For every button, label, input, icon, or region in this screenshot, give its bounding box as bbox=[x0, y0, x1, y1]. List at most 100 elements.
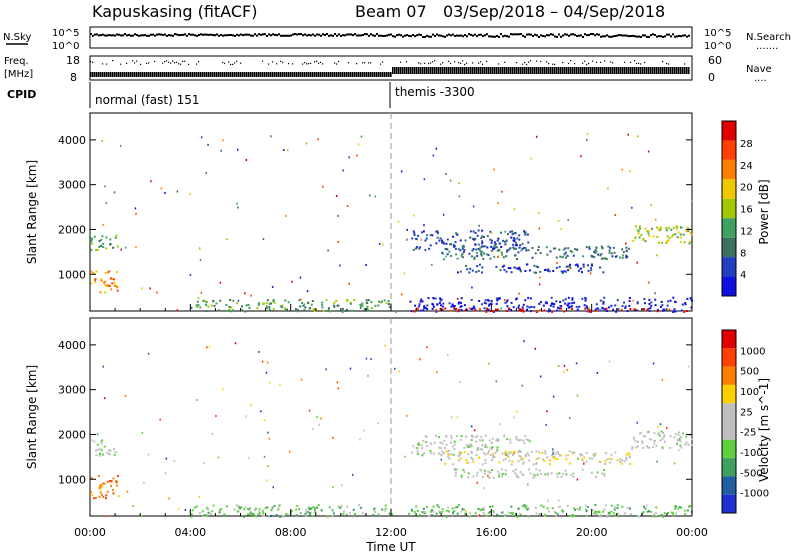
echo-cell bbox=[220, 149, 222, 152]
freq-sample bbox=[262, 72, 264, 77]
echo-cell bbox=[604, 257, 607, 260]
echo-cell bbox=[539, 309, 542, 312]
echo-cell bbox=[647, 232, 650, 235]
echo-cell bbox=[611, 255, 614, 258]
freq-sample bbox=[314, 72, 316, 77]
colorbar-tick-label: 500 bbox=[740, 367, 759, 378]
echo-cell bbox=[497, 439, 500, 442]
freq-sample bbox=[392, 67, 394, 74]
nsky-sample bbox=[178, 34, 180, 37]
nsky-sample bbox=[592, 33, 594, 36]
echo-cell bbox=[447, 450, 450, 452]
echo-cell bbox=[468, 307, 471, 310]
echo-cell bbox=[565, 454, 567, 457]
nsky-sample bbox=[196, 34, 198, 37]
echo-cell bbox=[98, 245, 101, 248]
echo-cell bbox=[333, 306, 336, 308]
echo-cell bbox=[476, 265, 479, 268]
echo-cell bbox=[591, 264, 593, 267]
freq-sample bbox=[356, 72, 358, 77]
freq-sample bbox=[152, 72, 154, 77]
echo-cell bbox=[384, 504, 387, 507]
echo-cell bbox=[473, 256, 476, 259]
echo-cell bbox=[225, 505, 228, 508]
echo-cell bbox=[361, 302, 364, 305]
echo-cell bbox=[435, 512, 438, 515]
velocity-ylabel: Slant Range [km] bbox=[25, 365, 39, 469]
echo-cell bbox=[461, 256, 464, 259]
echo-cell bbox=[270, 514, 272, 517]
echo-cell bbox=[408, 512, 410, 515]
freq-sample bbox=[412, 67, 414, 74]
echo-cell bbox=[672, 226, 675, 229]
echo-cell bbox=[466, 446, 469, 449]
echo-cell bbox=[464, 309, 467, 312]
echo-cell bbox=[655, 445, 658, 447]
nsky-sample bbox=[596, 33, 598, 36]
echo-cell bbox=[211, 433, 214, 435]
nsky-sample bbox=[266, 34, 268, 37]
echo-cell bbox=[686, 310, 688, 312]
colorbar-tick-label: 16 bbox=[740, 205, 753, 216]
echo-cell bbox=[320, 417, 322, 420]
echo-cell bbox=[539, 276, 541, 279]
echo-cell bbox=[424, 249, 427, 252]
echo-cell bbox=[469, 267, 472, 270]
nave-sample bbox=[574, 62, 576, 65]
nsky-sample bbox=[170, 34, 172, 37]
echo-cell bbox=[446, 248, 449, 251]
freq-sample bbox=[332, 72, 334, 77]
nave-sample bbox=[292, 63, 294, 65]
echo-cell bbox=[647, 150, 650, 153]
echo-cell bbox=[435, 242, 438, 245]
echo-cell bbox=[424, 239, 427, 242]
echo-cell bbox=[613, 506, 616, 509]
echo-cell bbox=[599, 309, 602, 312]
nsky-sample bbox=[580, 34, 582, 37]
colorbar-segment bbox=[722, 421, 736, 440]
echo-cell bbox=[106, 481, 109, 483]
echo-cell bbox=[359, 303, 362, 306]
echo-cell bbox=[474, 512, 477, 515]
echo-cell bbox=[549, 459, 552, 462]
echo-cell bbox=[495, 380, 498, 383]
echo-cell bbox=[544, 269, 546, 271]
echo-cell bbox=[661, 378, 663, 381]
echo-cell bbox=[599, 254, 602, 257]
echo-cell bbox=[584, 299, 587, 302]
nsky-tick-bottom: 10^0 bbox=[52, 41, 79, 52]
echo-cell bbox=[612, 512, 615, 515]
echo-cell bbox=[442, 241, 445, 244]
echo-cell bbox=[501, 253, 503, 256]
echo-cell bbox=[500, 468, 503, 471]
freq-sample bbox=[452, 67, 454, 74]
echo-cell bbox=[258, 513, 261, 516]
nsky-sample bbox=[90, 33, 92, 36]
echo-cell bbox=[267, 309, 270, 312]
freq-sample bbox=[642, 67, 644, 74]
echo-cell bbox=[479, 509, 482, 512]
echo-cell bbox=[647, 230, 650, 233]
echo-cell bbox=[490, 245, 493, 248]
freq-sample bbox=[416, 67, 418, 74]
echo-cell bbox=[266, 299, 269, 302]
echo-cell bbox=[424, 307, 427, 309]
echo-cell bbox=[433, 441, 436, 444]
echo-cell bbox=[286, 308, 288, 311]
echo-cell bbox=[680, 506, 683, 509]
freq-sample bbox=[316, 72, 318, 77]
freq-sample bbox=[682, 67, 684, 74]
echo-cell bbox=[262, 512, 265, 515]
echo-cell bbox=[359, 307, 362, 309]
echo-cell bbox=[279, 305, 282, 308]
echo-cell bbox=[584, 504, 587, 507]
echo-cell bbox=[514, 232, 517, 235]
echo-cell bbox=[320, 509, 323, 512]
echo-cell bbox=[220, 508, 223, 511]
freq-sample bbox=[232, 72, 234, 77]
echo-cell bbox=[284, 307, 287, 310]
echo-cell bbox=[503, 240, 506, 243]
freq-sample bbox=[266, 72, 268, 77]
echo-cell bbox=[527, 241, 530, 244]
nsky-sample bbox=[552, 33, 554, 36]
